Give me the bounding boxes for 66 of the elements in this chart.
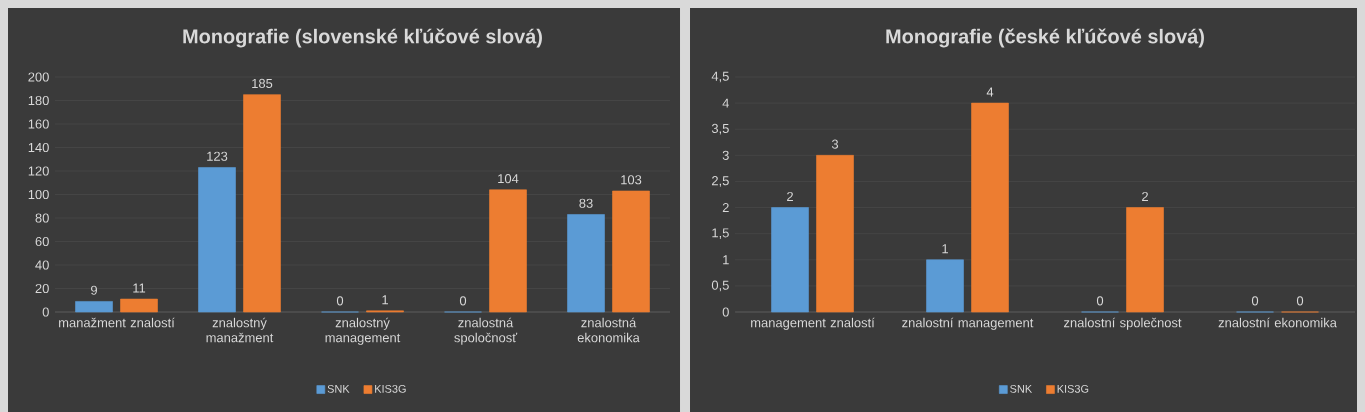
- legend-label: SNK: [327, 384, 350, 393]
- y-tick-label: 100: [28, 189, 49, 200]
- x-tick-label: znalostná ekonomika: [577, 317, 640, 343]
- legend-label: KIS3G: [375, 384, 406, 393]
- y-tick-label: 20: [35, 283, 49, 294]
- y-tick-label: 120: [28, 166, 49, 176]
- chart-title: Monografie (české kľúčové slová): [886, 28, 1204, 48]
- y-tick-label: 1,5: [712, 228, 729, 239]
- data-label: 0: [1296, 296, 1304, 306]
- x-tick-label: znalostná spoločnosť: [454, 317, 518, 345]
- y-tick-label: 60: [35, 236, 49, 247]
- chart-title: Monografie (slovenské kľúčové slová): [183, 28, 542, 48]
- bar: [243, 94, 281, 313]
- data-label: 185: [252, 78, 273, 88]
- data-label: 123: [207, 151, 228, 161]
- bar: [198, 167, 236, 313]
- y-tick-label: 160: [28, 119, 49, 129]
- y-tick-label: 0,5: [711, 280, 729, 292]
- data-label: 1: [942, 244, 948, 254]
- data-label: 9: [91, 285, 97, 295]
- data-label: 0: [1096, 296, 1104, 306]
- x-tick-label: znalostní společnost: [1064, 317, 1182, 330]
- bar: [1126, 207, 1164, 313]
- data-label: 0: [1251, 296, 1259, 306]
- y-tick-label: 1: [723, 255, 729, 265]
- y-tick-label: 3: [722, 150, 729, 160]
- data-label: 83: [579, 198, 593, 208]
- x-tick-label: manažment znalostí: [59, 317, 175, 328]
- bar: [971, 102, 1009, 313]
- data-label: 4: [986, 87, 994, 97]
- x-tick-label: znalostní management: [902, 317, 1034, 330]
- data-label: 2: [1142, 191, 1148, 201]
- bar: [567, 214, 605, 313]
- y-tick-label: 4: [722, 98, 729, 108]
- data-label: 0: [459, 296, 467, 306]
- x-tick-label: znalostný manažment: [206, 317, 274, 343]
- x-tick-label: znalostný management: [325, 317, 401, 345]
- y-tick-label: 0: [722, 307, 729, 317]
- y-tick-label: 40: [35, 260, 49, 270]
- y-tick-label: 80: [35, 213, 49, 223]
- data-label: 1: [382, 295, 388, 305]
- y-tick-label: 4,5: [711, 71, 729, 83]
- y-tick-label: 200: [28, 72, 49, 82]
- y-tick-label: 140: [28, 142, 49, 153]
- legend-label: SNK: [1010, 384, 1033, 393]
- y-tick-label: 0: [42, 307, 49, 317]
- y-tick-label: 180: [28, 95, 49, 106]
- bar: [75, 301, 113, 313]
- data-label: 104: [498, 174, 519, 184]
- data-label: 0: [336, 296, 344, 306]
- data-label: 11: [133, 283, 146, 293]
- bar: [489, 189, 527, 313]
- y-tick-label: 3,5: [711, 123, 729, 135]
- bar: [771, 207, 809, 313]
- data-label: 2: [787, 191, 793, 201]
- bar: [816, 155, 854, 313]
- legend-label: KIS3G: [1057, 384, 1089, 393]
- x-tick-label: management znalostí: [751, 317, 875, 330]
- y-tick-label: 2: [722, 203, 729, 213]
- x-tick-label: znalostní ekonomika: [1218, 317, 1337, 328]
- bar: [926, 259, 964, 313]
- data-label: 3: [831, 139, 839, 149]
- bar: [612, 190, 650, 313]
- data-label: 103: [621, 175, 642, 185]
- bar: [120, 298, 158, 313]
- y-tick-label: 2,5: [712, 176, 729, 187]
